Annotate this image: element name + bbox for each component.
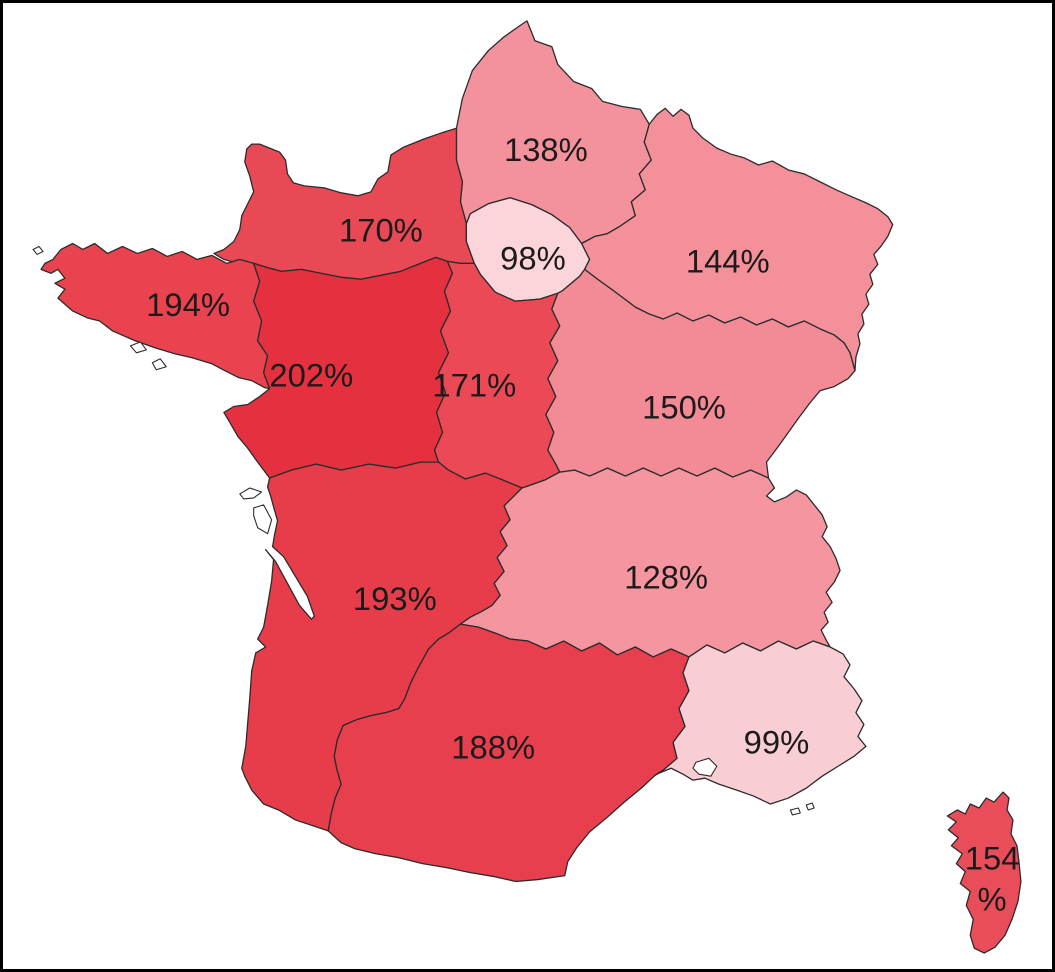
island-south-brittany bbox=[151, 358, 167, 371]
label-hauts-de-france: 138% bbox=[504, 131, 588, 168]
lagoon-etang-de-berre bbox=[692, 757, 718, 777]
region-occitanie bbox=[327, 623, 690, 883]
island-ouessant bbox=[32, 245, 44, 255]
label-corse-line1: 154 bbox=[965, 840, 1020, 877]
island-belle-ile bbox=[129, 341, 147, 354]
label-grand-est: 144% bbox=[686, 242, 770, 279]
france-choropleth-map: 138% 170% 98% 144% 194% 202% 171% 150% 1… bbox=[32, 20, 1022, 954]
island-mediterranean-1 bbox=[789, 807, 801, 816]
label-bretagne: 194% bbox=[146, 286, 230, 323]
label-corse-line2: % bbox=[978, 880, 1007, 917]
label-normandie: 170% bbox=[339, 212, 423, 249]
island-re bbox=[239, 487, 263, 500]
region-corse bbox=[946, 791, 1022, 954]
label-provence-alpes-cote-dazur: 99% bbox=[744, 723, 810, 760]
region-grand-est bbox=[581, 107, 894, 372]
region-normandie bbox=[213, 127, 475, 280]
region-bourgogne-franche-comte bbox=[545, 268, 856, 479]
label-nouvelle-aquitaine: 193% bbox=[353, 580, 437, 617]
island-oleron bbox=[253, 504, 273, 535]
label-auvergne-rhone-alpes: 128% bbox=[624, 558, 708, 595]
island-mediterranean-2 bbox=[805, 802, 815, 811]
label-ile-de-france: 98% bbox=[500, 239, 566, 276]
label-bourgogne-franche-comte: 150% bbox=[642, 388, 726, 425]
label-pays-de-la-loire: 202% bbox=[269, 357, 353, 394]
labels-layer: 138% 170% 98% 144% 194% 202% 171% 150% 1… bbox=[146, 131, 1019, 917]
label-centre-val-de-loire: 171% bbox=[432, 367, 516, 404]
region-bretagne bbox=[40, 242, 271, 390]
label-occitanie: 188% bbox=[451, 728, 535, 765]
islets-layer bbox=[32, 245, 815, 816]
